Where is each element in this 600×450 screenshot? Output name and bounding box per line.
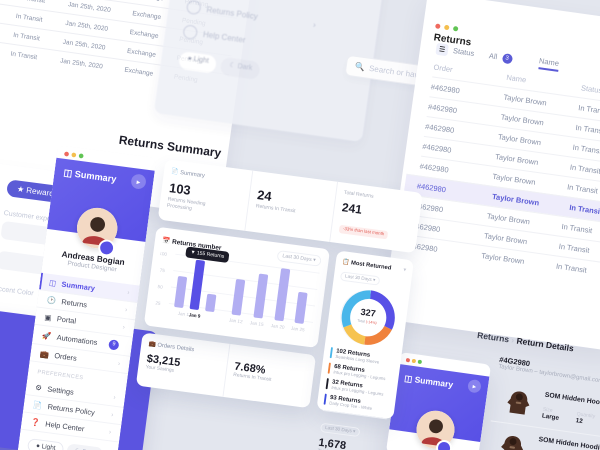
svg-text:Jan 20: Jan 20 xyxy=(271,323,286,330)
svg-text:Jan 9: Jan 9 xyxy=(188,312,201,319)
svg-text:327: 327 xyxy=(360,307,376,319)
svg-text:Jan 25: Jan 25 xyxy=(291,326,306,333)
svg-text:Jan 12: Jan 12 xyxy=(229,318,244,325)
svg-text:100: 100 xyxy=(159,251,168,257)
svg-text:Jan 15: Jan 15 xyxy=(250,320,265,327)
svg-text:Total (-14%): Total (-14%) xyxy=(357,319,377,326)
svg-text:25: 25 xyxy=(155,300,161,306)
svg-text:50: 50 xyxy=(157,284,163,290)
svg-text:75: 75 xyxy=(159,268,165,274)
